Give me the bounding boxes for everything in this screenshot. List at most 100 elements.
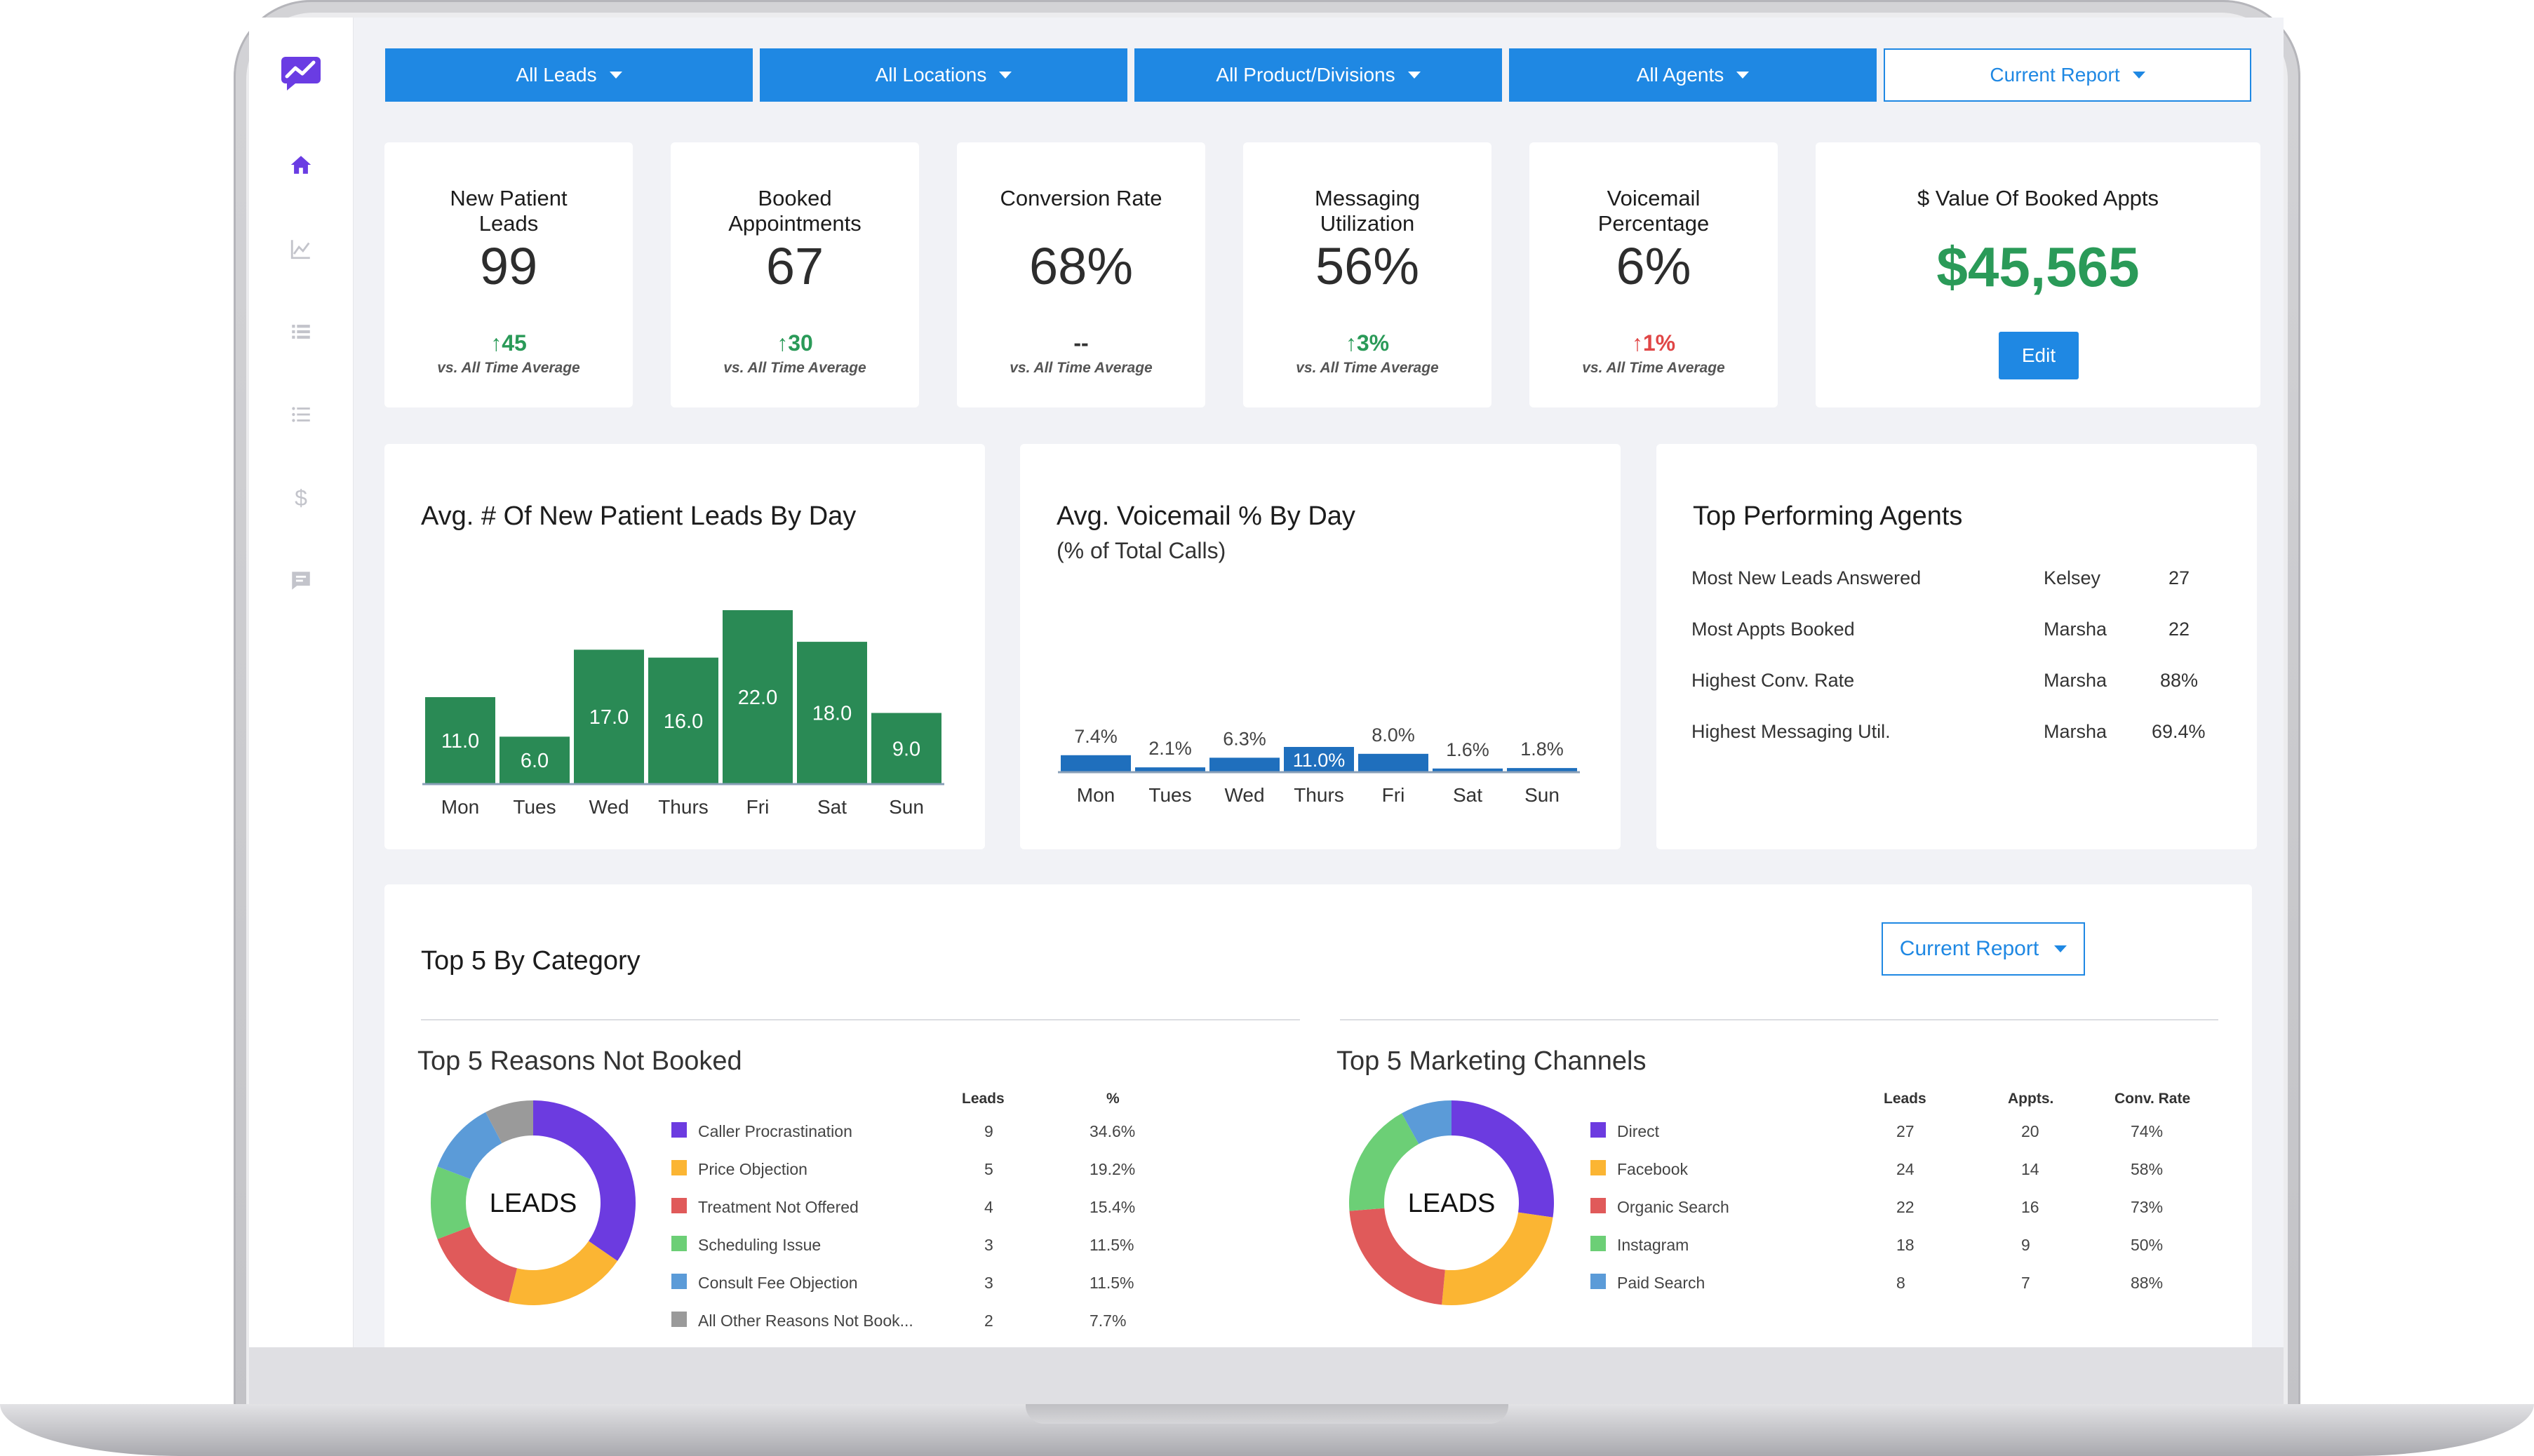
donut-slice-1[interactable] [509, 1241, 618, 1305]
kpi-card-messaging-utilization: Messaging Utilization 56% ↑3% vs. All Tim… [1243, 142, 1491, 407]
bar-value-label: 7.4% [1074, 726, 1118, 747]
locations-filter-label: All Locations [875, 64, 987, 86]
agents-filter[interactable]: All Agents [1509, 48, 1877, 102]
home-icon[interactable] [280, 144, 322, 186]
kpi-subtext: vs. All Time Average [437, 360, 580, 376]
bar-sat[interactable] [797, 642, 867, 784]
reason-row: Treatment Not Offered 4 15.4% [249, 1198, 1161, 1226]
kpi-delta: ↑1% [1631, 330, 1676, 356]
chart-icon[interactable] [280, 228, 322, 270]
bar-thurs[interactable] [648, 657, 718, 784]
donut-slice-3[interactable] [431, 1166, 471, 1239]
agent-row: Highest Messaging Util. Marsha 69.4% [1691, 721, 2229, 749]
list-icon[interactable] [280, 311, 322, 353]
legend-swatch [671, 1312, 687, 1327]
kpi-subtext: vs. All Time Average [723, 360, 866, 376]
bar-fri[interactable] [1358, 753, 1428, 772]
caret-down-icon [2054, 945, 2067, 952]
bar-sun[interactable] [1507, 768, 1577, 772]
donut-slice-4[interactable] [437, 1112, 502, 1179]
donut-slice-2[interactable] [1349, 1208, 1445, 1305]
bar-value-label: 17.0 [589, 706, 629, 729]
agent-value: 27 [2168, 567, 2190, 588]
reason-row: Consult Fee Objection 3 11.5% [249, 1274, 1161, 1302]
edit-button[interactable]: Edit [1999, 332, 2079, 379]
bar-sun[interactable] [871, 713, 941, 784]
bar-fri[interactable] [723, 610, 793, 784]
product-division-filter-label: All Product/Divisions [1216, 64, 1395, 86]
donut-slice-1[interactable] [1442, 1212, 1553, 1305]
donut-slice-0[interactable] [1452, 1100, 1554, 1218]
reason-row: Caller Procrastination 9 34.6% [249, 1122, 1161, 1150]
channel-appts: 16 [2021, 1198, 2039, 1216]
section-report-dropdown[interactable]: Current Report [1882, 922, 2085, 976]
leads-filter[interactable]: All Leads [385, 48, 753, 102]
dollar-icon[interactable]: $ [295, 485, 307, 511]
reasons-donut-chart: LEADS [431, 1100, 636, 1305]
legend-swatch [671, 1122, 687, 1138]
kpi-title: Voicemail Percentage [1597, 186, 1710, 236]
kpi-card-new-leads: New Patient Leads 99 ↑45 vs. All Time Ave… [384, 142, 633, 407]
donut-slice-5[interactable] [485, 1100, 533, 1143]
donut-slice-3[interactable] [1349, 1113, 1419, 1211]
arrow-up-icon: ↑ [777, 330, 789, 356]
bar-wed[interactable] [1209, 757, 1280, 772]
reason-leads: 4 [984, 1198, 993, 1216]
report-filter[interactable]: Current Report [1884, 48, 2251, 102]
bullet-list-icon[interactable] [280, 393, 322, 436]
arrow-up-icon: ↑ [1345, 330, 1357, 356]
bar-wed[interactable] [574, 649, 644, 784]
channel-appts: 14 [2021, 1160, 2039, 1178]
reason-pct: 34.6% [1090, 1122, 1136, 1140]
bar-tues[interactable] [500, 736, 570, 784]
bar-thurs[interactable] [1284, 747, 1354, 772]
legend-swatch [1590, 1198, 1606, 1213]
divider [421, 1019, 1300, 1020]
x-tick-label: Sun [1524, 784, 1560, 806]
laptop-chin [249, 1347, 2284, 1410]
channel-leads: 24 [1896, 1160, 1915, 1178]
channel-leads: 22 [1896, 1198, 1915, 1216]
message-icon[interactable] [280, 560, 322, 602]
kpi-subtext: vs. All Time Average [1582, 360, 1725, 376]
donut-center-label: LEADS [1408, 1189, 1496, 1218]
locations-filter[interactable]: All Locations [760, 48, 1127, 102]
bar-mon[interactable] [425, 697, 495, 784]
x-tick-label: Tues [513, 796, 556, 818]
section-report-label: Current Report [1899, 937, 2039, 960]
channel-row: Facebook 24 14 58% [249, 1160, 2284, 1188]
agent-value: 88% [2160, 670, 2199, 691]
channels-leads-header: Leads [1884, 1091, 1926, 1107]
legend-swatch [671, 1198, 687, 1213]
donut-slice-4[interactable] [1402, 1100, 1452, 1145]
bar-sat[interactable] [1433, 768, 1503, 772]
caret-down-icon [2132, 72, 2145, 79]
x-tick-label: Sat [1453, 784, 1482, 806]
reasons-leads-header: Leads [962, 1091, 1005, 1107]
legend-swatch [671, 1274, 687, 1289]
x-tick-label: Thurs [658, 796, 709, 818]
reason-leads: 5 [984, 1160, 993, 1178]
app-logo-icon[interactable] [277, 49, 326, 98]
kpi-card-booked-appointments: Booked Appointments 67 ↑30 vs. All Time A… [671, 142, 919, 407]
reason-pct: 7.7% [1090, 1312, 1127, 1330]
channel-label: Instagram [1617, 1236, 1689, 1254]
reason-leads: 3 [984, 1236, 993, 1254]
bar-tues[interactable] [1135, 767, 1205, 772]
bar-value-label: 8.0% [1372, 724, 1415, 746]
reasons-title: Top 5 Reasons Not Booked [417, 1046, 742, 1076]
kpi-card-voicemail-percentage: Voicemail Percentage 6% ↑1% vs. All Time … [1529, 142, 1778, 407]
caret-down-icon [1407, 72, 1421, 79]
donut-slice-0[interactable] [533, 1100, 636, 1261]
channel-label: Organic Search [1617, 1198, 1729, 1216]
product-division-filter[interactable]: All Product/Divisions [1134, 48, 1502, 102]
reason-row: All Other Reasons Not Book... 2 7.7% [249, 1312, 1161, 1340]
x-tick-label: Mon [441, 796, 479, 818]
bar-mon[interactable] [1061, 755, 1131, 772]
agent-name: Marsha [2044, 670, 2107, 691]
kpi-subtext: vs. All Time Average [1010, 360, 1153, 376]
donut-slice-2[interactable] [437, 1227, 518, 1302]
filter-bar: All Leads All Locations All Product/Divi… [385, 48, 2251, 102]
bar-value-label: 6.0 [521, 750, 549, 772]
bar-value-label: 1.6% [1446, 739, 1489, 760]
